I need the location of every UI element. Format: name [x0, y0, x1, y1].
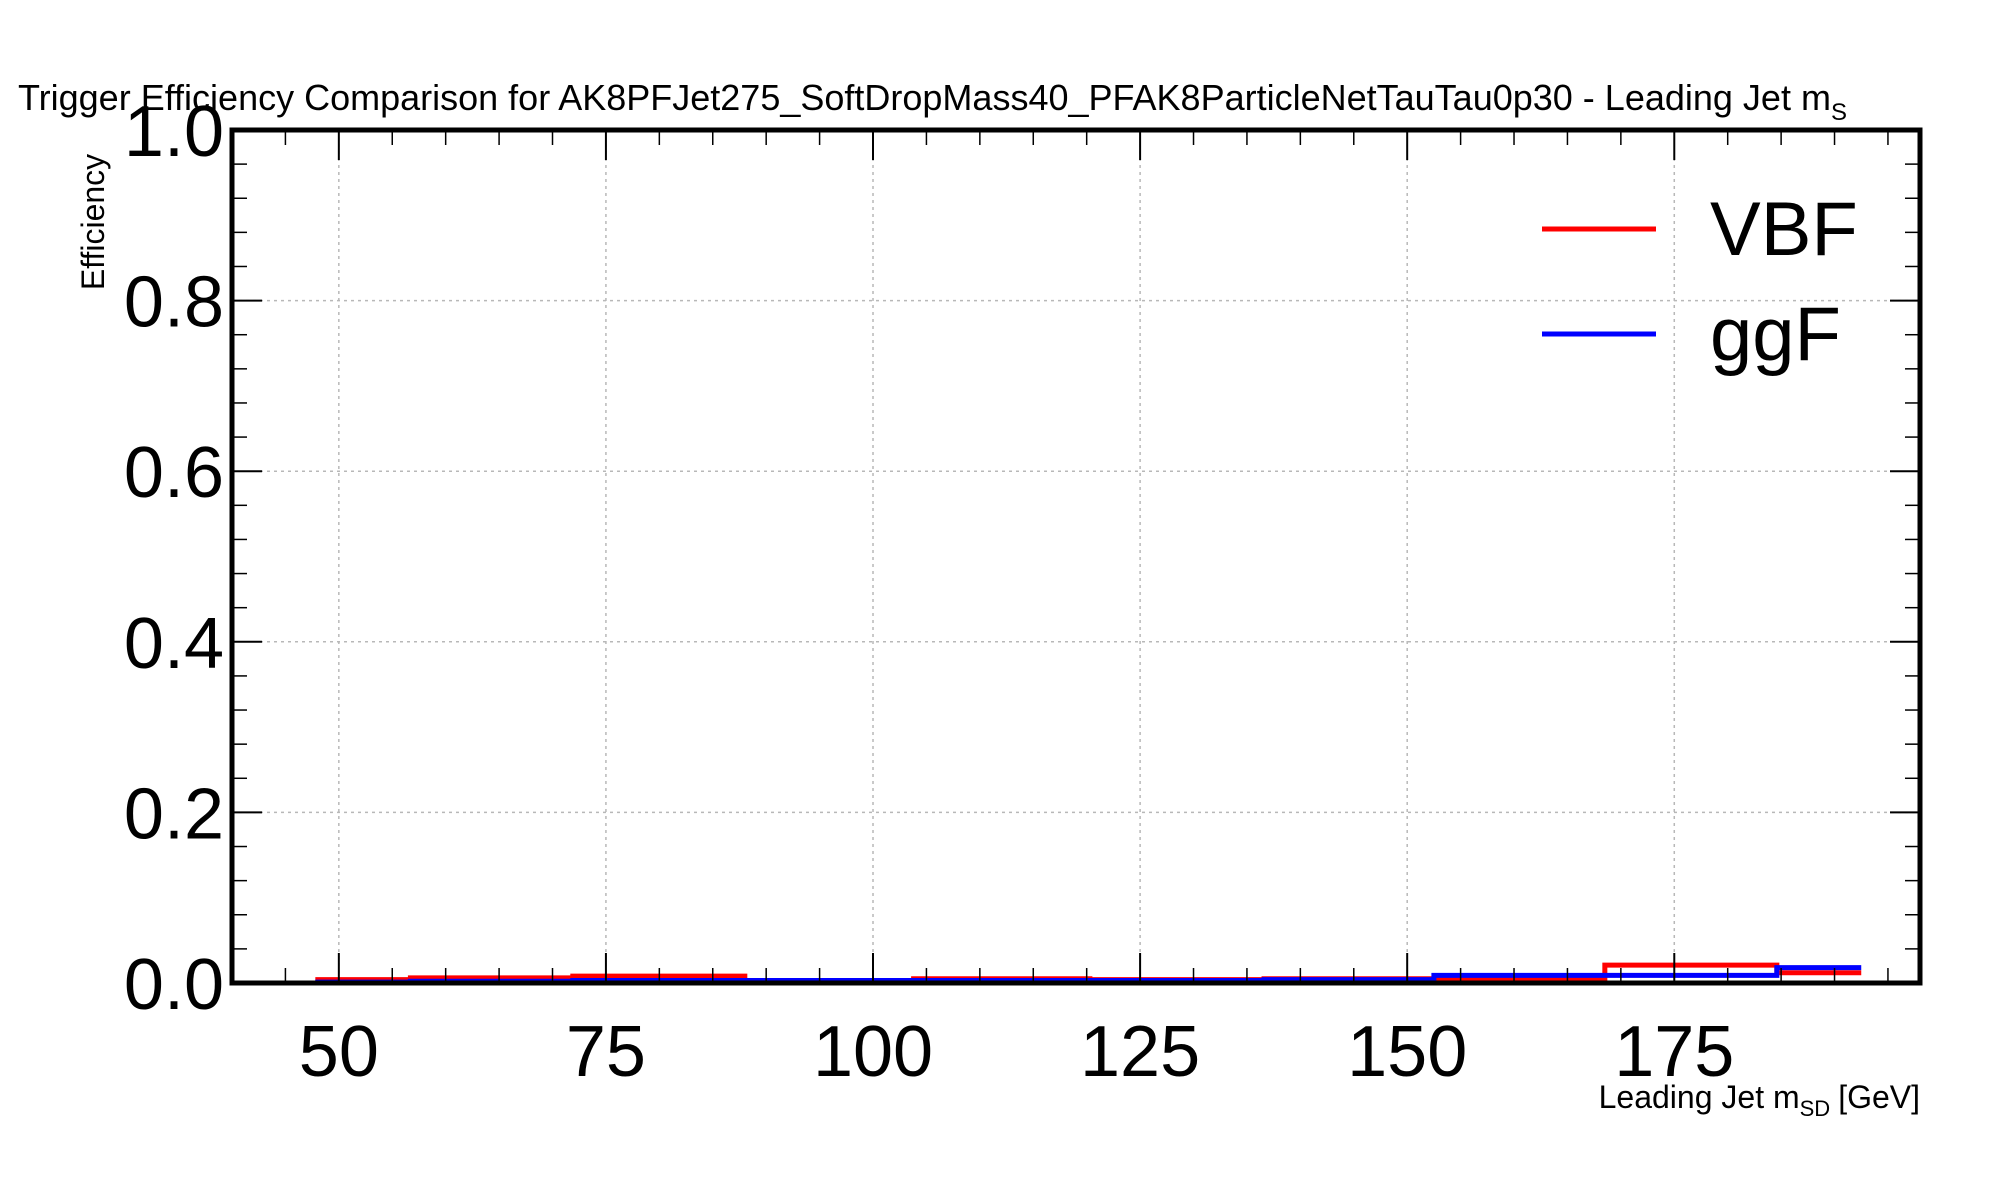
x-axis-label-unit: [GeV]: [1838, 1079, 1920, 1115]
legend-label-ggf: ggF: [1710, 292, 1841, 377]
y-tick-label: 0.6: [124, 433, 224, 513]
plot-frame: [229, 127, 1923, 986]
axis-ticks: [231, 129, 1920, 984]
chart-title-main: Trigger Efficiency Comparison for AK8PFJ…: [18, 77, 1831, 118]
x-tick-label: 175: [1614, 1012, 1734, 1092]
y-tick-label: 1.0: [124, 92, 224, 172]
legend-label-vbf: VBF: [1710, 187, 1858, 272]
series-layer: [315, 962, 1862, 985]
series-ggf: [315, 965, 1862, 985]
legend: VBF ggF: [1542, 187, 1858, 377]
y-tick-label: 0.2: [124, 774, 224, 854]
x-tick-label: 125: [1080, 1012, 1200, 1092]
x-axis-label-main: Leading Jet m: [1599, 1079, 1800, 1115]
x-axis-label: Leading Jet mSD [GeV]: [1599, 1079, 1920, 1121]
y-tick-label: 0.8: [124, 263, 224, 343]
chart-title: Trigger Efficiency Comparison for AK8PFJ…: [18, 77, 1847, 126]
x-tick-label: 150: [1347, 1012, 1467, 1092]
series-line-ggf: [315, 965, 1862, 985]
y-axis-label: Efficiency: [75, 154, 111, 290]
x-tick-label: 50: [299, 1012, 379, 1092]
x-axis-label-subscript: SD: [1800, 1096, 1831, 1121]
y-tick-label: 0.4: [124, 604, 224, 684]
y-tick-label: 0.0: [124, 945, 224, 1025]
tick-labels: 50 75 100 125 150 175 0.0 0.2 0.4 0.6 0.8 1.0: [124, 92, 1734, 1092]
chart-title-subscript: S: [1831, 99, 1847, 126]
x-tick-label: 75: [566, 1012, 646, 1092]
grid-lines: [232, 130, 1920, 983]
x-tick-label: 100: [813, 1012, 933, 1092]
